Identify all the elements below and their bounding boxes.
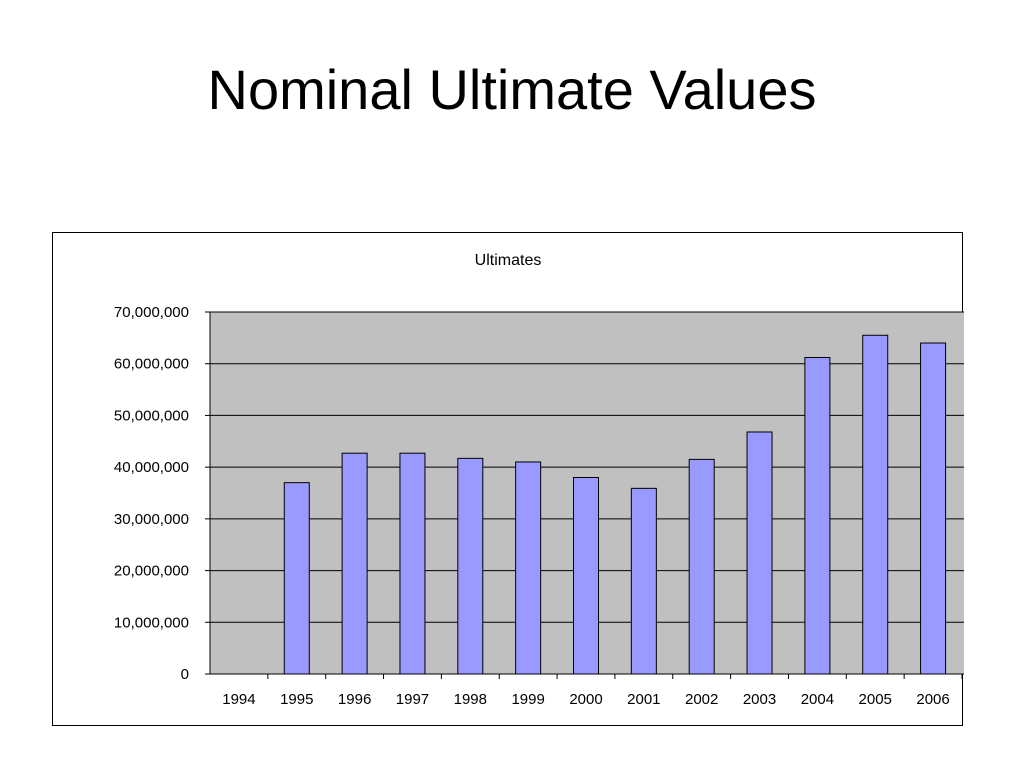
x-tick-label: 1998: [454, 691, 487, 708]
slide-title: Nominal Ultimate Values: [207, 58, 817, 121]
x-tick-label: 1996: [338, 691, 371, 708]
bar-1997: [399, 452, 426, 675]
x-tick-label: 2001: [627, 691, 660, 708]
x-tick-label: 2004: [801, 691, 834, 708]
y-tick-label: 70,000,000: [114, 304, 189, 321]
x-tick-label: 2000: [569, 691, 602, 708]
x-tick-label: 1995: [280, 691, 313, 708]
bar-2006: [920, 342, 947, 675]
bar-1996: [341, 452, 368, 675]
y-tick-label: 10,000,000: [114, 614, 189, 631]
chart-frame: Ultimates 0 10,000,000 20,000,000 30,000,00…: [52, 232, 964, 726]
chart-title: Ultimates: [475, 252, 542, 269]
bar-1995: [283, 482, 310, 675]
bar-2002: [688, 458, 715, 675]
bar-2000: [573, 476, 599, 675]
x-tick-label: 2006: [916, 691, 949, 708]
y-tick-label: 0: [181, 666, 189, 683]
plot-area: 0 10,000,000 20,000,000 30,000,000 40,000,00…: [114, 304, 964, 708]
x-tick-label: 1994: [222, 691, 255, 708]
x-tick-label: 2005: [859, 691, 892, 708]
y-tick-label: 30,000,000: [114, 511, 189, 528]
x-tick-label: 2002: [685, 691, 718, 708]
bar-2001: [630, 487, 657, 675]
bar-2005: [862, 334, 889, 675]
y-tick-label: 40,000,000: [114, 459, 189, 476]
x-tick-label: 2003: [743, 691, 776, 708]
bar-1998: [457, 457, 484, 675]
y-tick-label: 50,000,000: [114, 407, 189, 424]
chart-svg: Ultimates 0 10,000,000 20,000,000 30,000,00…: [114, 252, 964, 708]
bar-2004: [804, 357, 831, 675]
bar-1999: [515, 461, 542, 675]
x-tick-label: 1997: [396, 691, 429, 708]
y-tick-label: 60,000,000: [114, 356, 189, 373]
x-tick-label: 1999: [511, 691, 544, 708]
bar-2003: [746, 431, 773, 675]
y-tick-label: 20,000,000: [114, 563, 189, 580]
